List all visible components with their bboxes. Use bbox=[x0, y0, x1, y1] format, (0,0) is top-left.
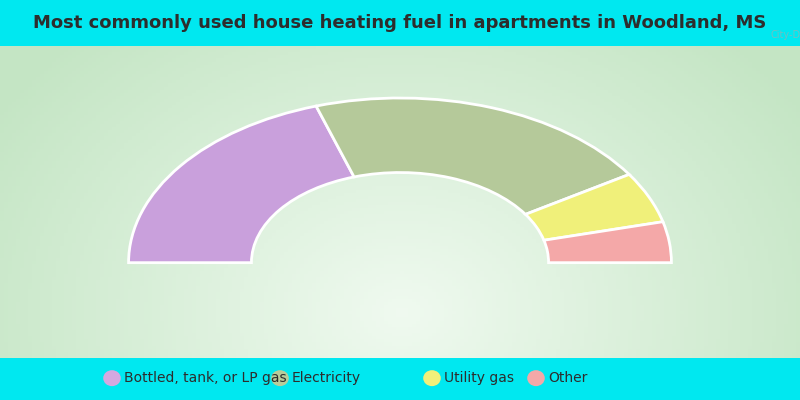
Ellipse shape bbox=[271, 370, 289, 386]
Text: Electricity: Electricity bbox=[292, 371, 361, 385]
Text: Other: Other bbox=[548, 371, 587, 385]
Wedge shape bbox=[316, 98, 629, 214]
Text: Bottled, tank, or LP gas: Bottled, tank, or LP gas bbox=[124, 371, 286, 385]
Ellipse shape bbox=[527, 370, 545, 386]
Text: City-Data.com: City-Data.com bbox=[770, 30, 800, 40]
Wedge shape bbox=[526, 174, 663, 240]
Ellipse shape bbox=[423, 370, 441, 386]
Text: Most commonly used house heating fuel in apartments in Woodland, MS: Most commonly used house heating fuel in… bbox=[34, 14, 766, 32]
Text: Utility gas: Utility gas bbox=[444, 371, 514, 385]
Ellipse shape bbox=[103, 370, 121, 386]
Wedge shape bbox=[544, 222, 671, 263]
Wedge shape bbox=[129, 106, 354, 263]
